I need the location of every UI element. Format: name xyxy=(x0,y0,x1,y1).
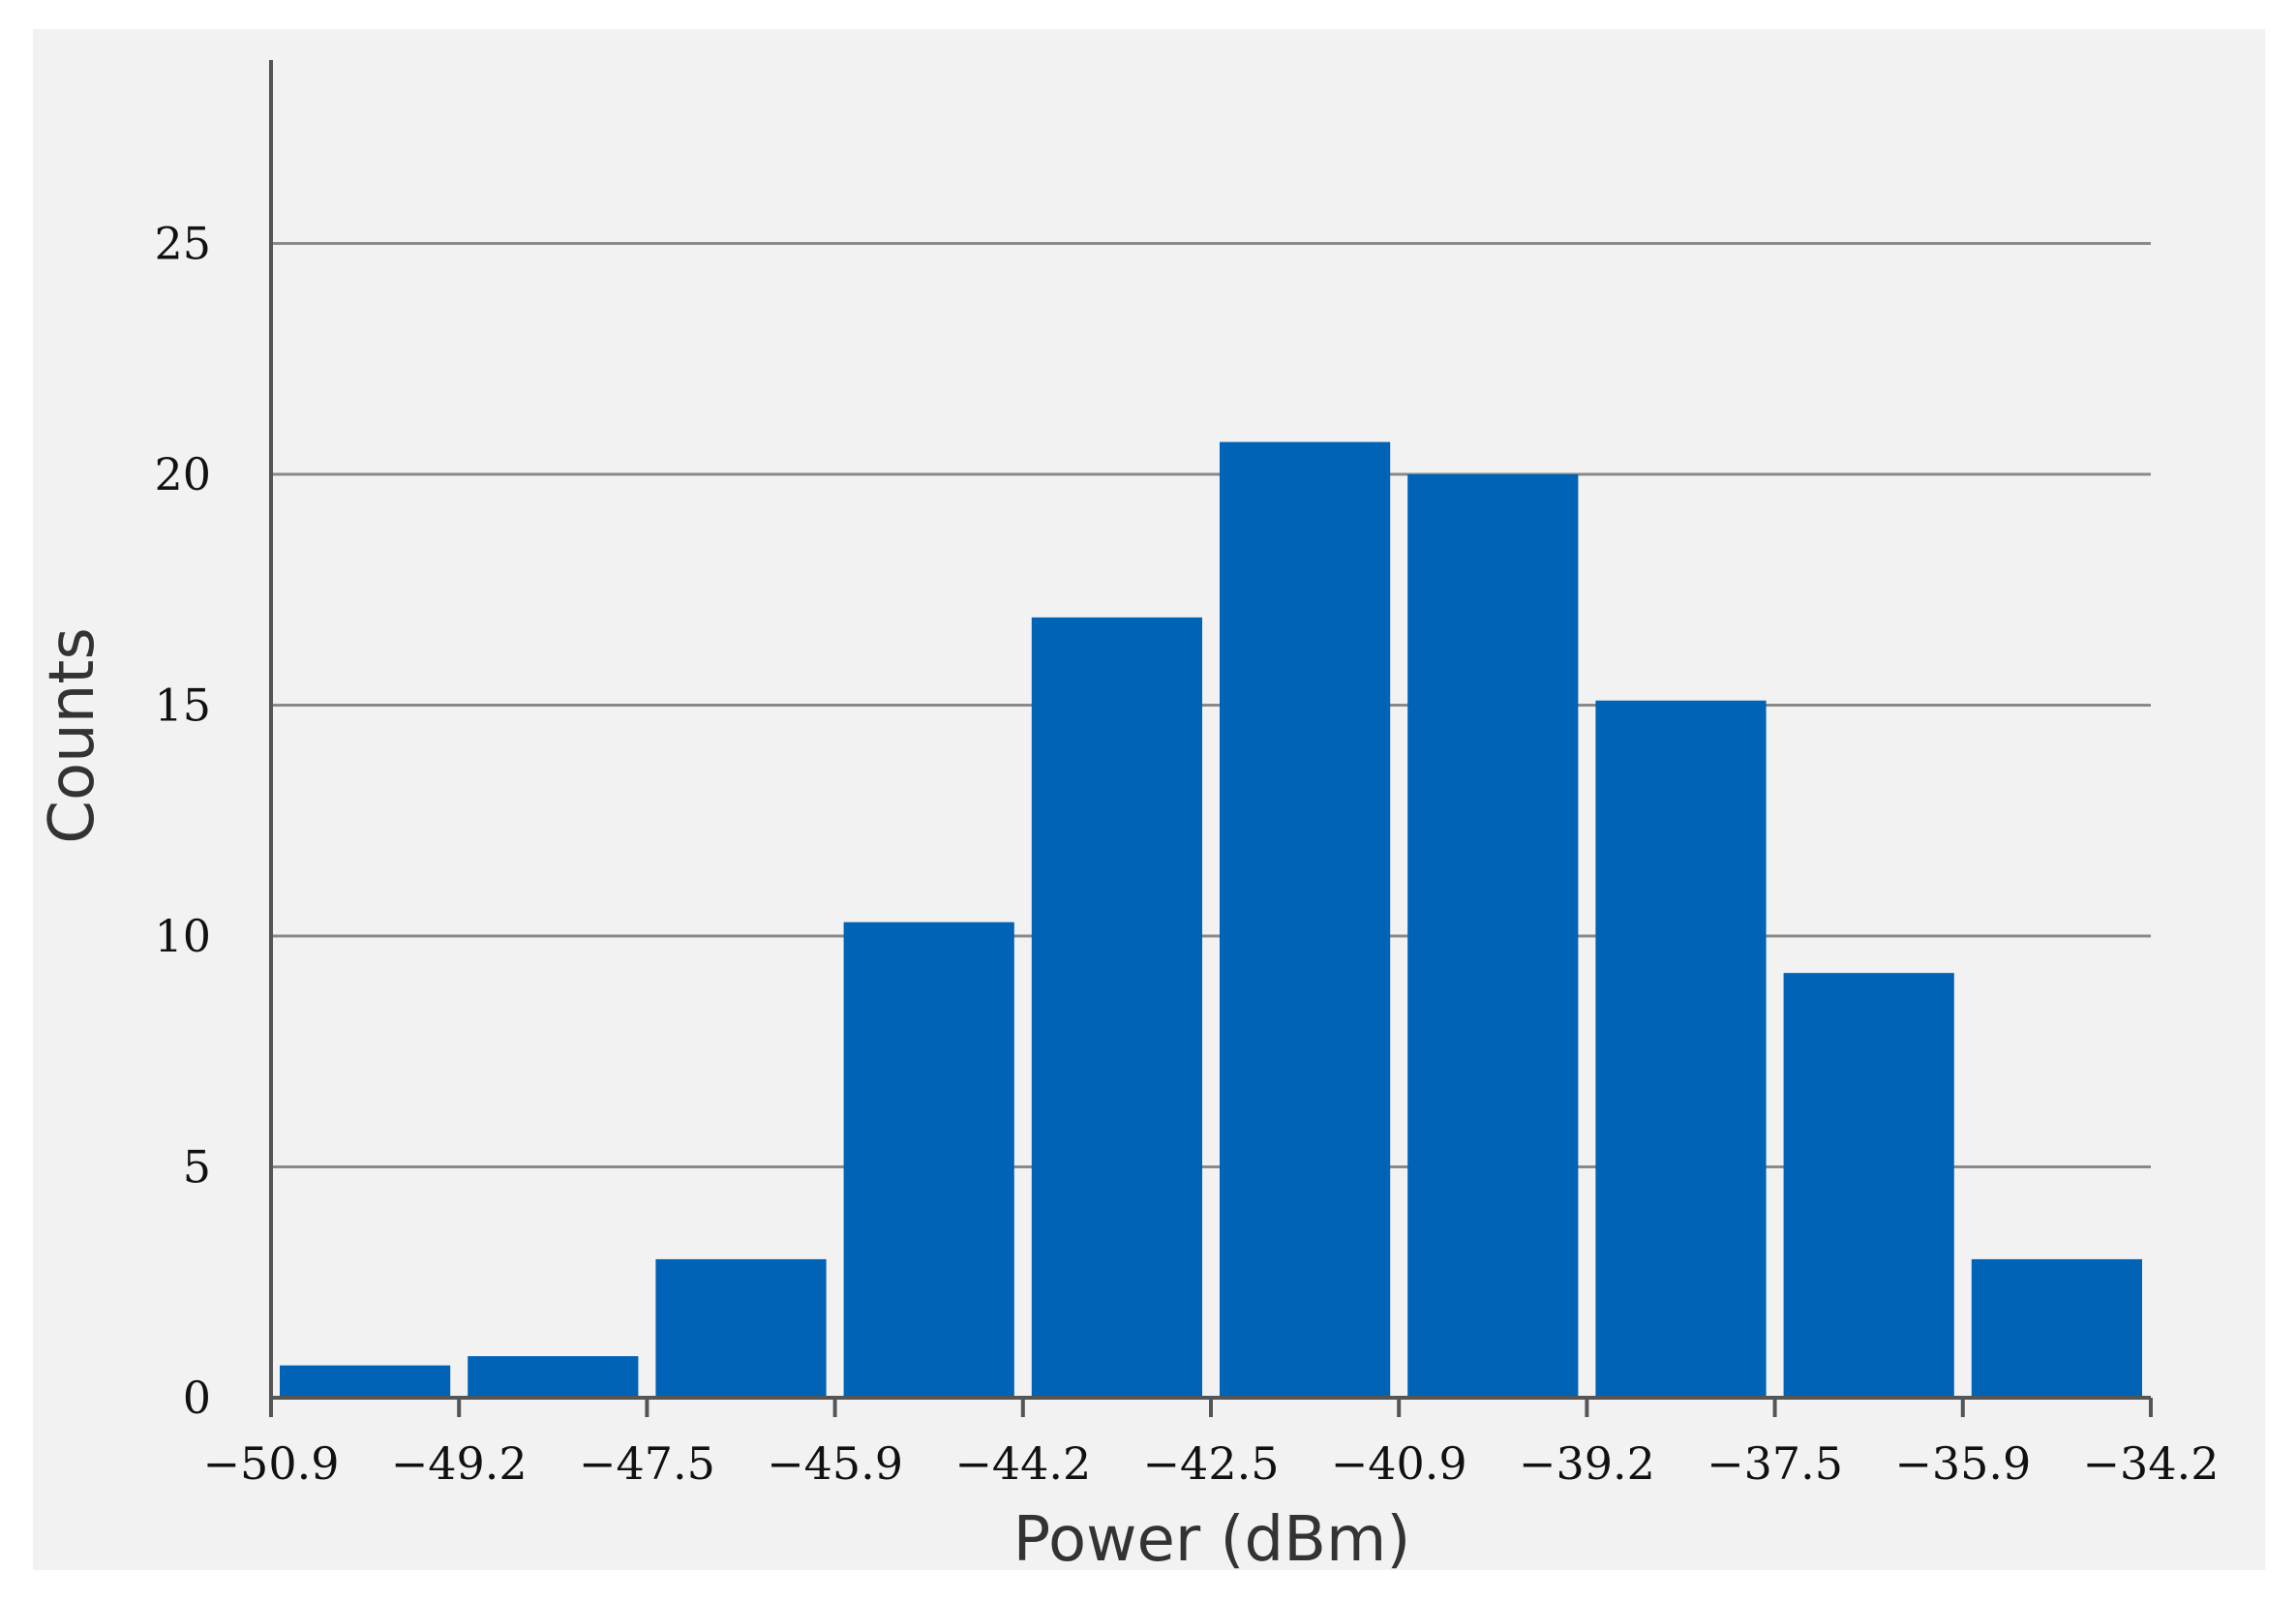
x-tick-label: −40.9 xyxy=(1331,1437,1467,1490)
y-tick-label: 15 xyxy=(154,680,211,732)
bar-3 xyxy=(655,1258,827,1398)
y-tick-label: 0 xyxy=(183,1372,211,1424)
bar-5 xyxy=(1031,617,1202,1398)
y-tick-labels: 0 5 10 15 20 25 xyxy=(154,218,211,1425)
x-tick-label: −35.9 xyxy=(1894,1437,2031,1490)
x-axis-title: Power (dBm) xyxy=(1013,1504,1411,1576)
y-tick-label: 20 xyxy=(154,448,211,500)
bar-2 xyxy=(468,1356,639,1398)
bars xyxy=(280,441,2142,1398)
bar-7 xyxy=(1407,474,1579,1398)
bar-6 xyxy=(1220,441,1391,1398)
x-tick-label: −50.9 xyxy=(203,1437,340,1490)
x-tick-label: −45.9 xyxy=(767,1437,903,1490)
x-tick-labels: −50.9 −49.2 −47.5 −45.9 −44.2 −42.5 −40.9 −39.2… xyxy=(203,1437,2220,1490)
x-tick-label: −44.2 xyxy=(954,1437,1091,1490)
bar-4 xyxy=(843,921,1014,1398)
bar-8 xyxy=(1595,700,1767,1398)
bar-10 xyxy=(1971,1258,2142,1398)
x-tick-label: −42.5 xyxy=(1143,1437,1280,1490)
y-axis-title: Counts xyxy=(37,627,108,843)
bar-9 xyxy=(1783,973,1954,1398)
y-tick-label: 25 xyxy=(154,218,211,270)
axes xyxy=(269,60,2153,1417)
x-tick-label: −49.2 xyxy=(391,1437,528,1490)
x-tick-label: −37.5 xyxy=(1707,1437,1843,1490)
x-tick-label: −34.2 xyxy=(2083,1437,2220,1490)
y-tick-label: 10 xyxy=(154,910,211,962)
x-tick-label: −39.2 xyxy=(1519,1437,1655,1490)
y-tick-label: 5 xyxy=(183,1141,211,1193)
x-tick-label: −47.5 xyxy=(579,1437,715,1490)
bar-1 xyxy=(280,1365,451,1398)
